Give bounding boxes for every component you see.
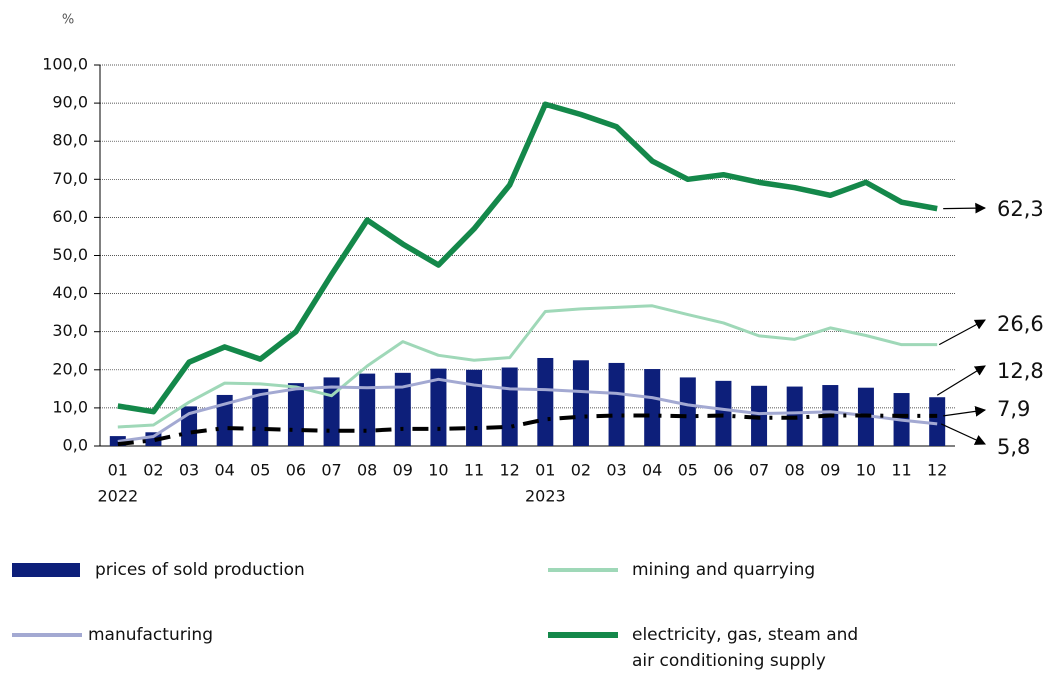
x-tick-label: 06 xyxy=(286,461,306,480)
bar xyxy=(608,362,625,446)
end-value-label: 5,8 xyxy=(997,435,1030,459)
bar xyxy=(572,360,589,446)
bar xyxy=(715,380,732,446)
y-tick-label: 20,0 xyxy=(52,359,88,378)
x-tick-label: 03 xyxy=(606,461,626,480)
x-tick-label: 12 xyxy=(927,461,947,480)
y-tick-label: 70,0 xyxy=(52,169,88,188)
label-arrow xyxy=(936,365,986,396)
y-tick-label: 90,0 xyxy=(52,93,88,112)
x-tick-label: 01 xyxy=(535,461,555,480)
legend-label: electricity, gas, steam and air conditio… xyxy=(632,625,859,671)
x-tick-label: 07 xyxy=(321,461,341,480)
x-tick-label: 03 xyxy=(179,461,199,480)
x-tick-label: 05 xyxy=(250,461,270,480)
bar xyxy=(359,373,376,446)
x-year-label: 2023 xyxy=(525,487,566,506)
label-arrow xyxy=(943,406,987,417)
bar xyxy=(430,368,447,446)
x-tick-label: 09 xyxy=(820,461,840,480)
legend-label: prices of sold production xyxy=(95,560,305,580)
bar xyxy=(644,369,661,446)
legend-label: manufacturing xyxy=(88,625,213,645)
y-tick-label: 50,0 xyxy=(52,245,88,264)
line-series xyxy=(117,101,938,415)
x-tick-label: 12 xyxy=(500,461,520,480)
label-arrow xyxy=(940,423,986,445)
line-series xyxy=(117,304,938,429)
x-tick-label: 08 xyxy=(357,461,377,480)
x-tick-label: 05 xyxy=(678,461,698,480)
label-arrow xyxy=(938,319,986,346)
x-year-label: 2022 xyxy=(97,487,138,506)
y-tick-label: 10,0 xyxy=(52,397,88,416)
end-value-label: 7,9 xyxy=(997,397,1030,421)
x-tick-label: 04 xyxy=(642,461,662,480)
bar xyxy=(394,372,411,446)
y-tick-label: 80,0 xyxy=(52,131,88,150)
label-arrow xyxy=(943,202,987,214)
end-value-label: 26,6 xyxy=(997,312,1044,336)
y-tick-label: 40,0 xyxy=(52,283,88,302)
x-tick-label: 06 xyxy=(713,461,733,480)
y-tick-label: 60,0 xyxy=(52,207,88,226)
x-tick-label: 04 xyxy=(215,461,235,480)
y-tick-label: 100,0 xyxy=(42,55,88,74)
y-axis-unit: % xyxy=(62,13,74,28)
line-series xyxy=(117,377,938,443)
end-value-label: 12,8 xyxy=(997,359,1044,383)
bar xyxy=(537,357,554,446)
x-tick-label: 09 xyxy=(393,461,413,480)
bar xyxy=(216,394,233,446)
bar xyxy=(466,369,483,446)
legend-label: mining and quarrying xyxy=(632,560,816,580)
bar xyxy=(679,377,696,446)
end-value-label: 62,3 xyxy=(997,197,1044,221)
x-tick-label: 02 xyxy=(143,461,163,480)
x-tick-label: 07 xyxy=(749,461,769,480)
x-tick-label: 11 xyxy=(464,461,484,480)
x-tick-label: 08 xyxy=(785,461,805,480)
y-tick-label: 30,0 xyxy=(52,321,88,340)
bar xyxy=(501,367,518,446)
line-series xyxy=(117,413,938,447)
bar xyxy=(929,397,946,446)
bar xyxy=(252,388,269,446)
x-tick-label: 11 xyxy=(891,461,911,480)
bar xyxy=(287,383,304,446)
y-tick-label: 0,0 xyxy=(63,436,88,455)
x-tick-label: 01 xyxy=(108,461,128,480)
legend-swatch xyxy=(12,563,80,577)
x-tick-label: 10 xyxy=(856,461,876,480)
x-tick-label: 02 xyxy=(571,461,591,480)
x-tick-label: 10 xyxy=(428,461,448,480)
